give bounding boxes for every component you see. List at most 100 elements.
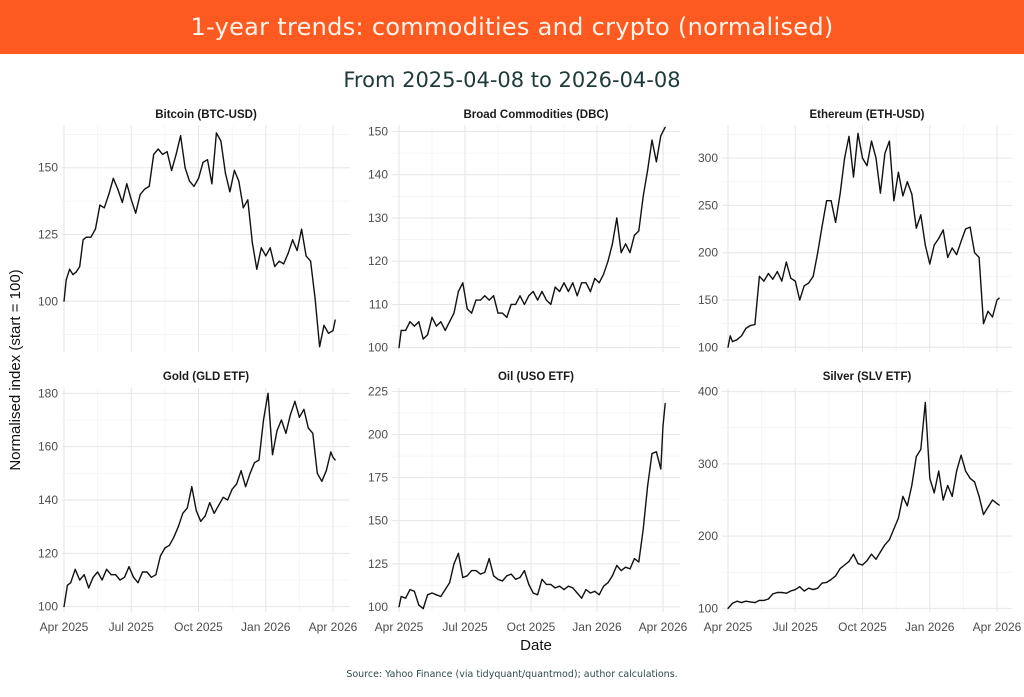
data-point: [965, 470, 967, 472]
data-point: [960, 454, 962, 456]
data-point: [283, 263, 285, 265]
data-point: [168, 544, 170, 546]
data-point: [598, 594, 600, 596]
data-point: [620, 252, 622, 254]
data-point: [298, 416, 300, 418]
data-point: [572, 282, 574, 284]
data-point: [240, 470, 242, 472]
data-point: [969, 477, 971, 479]
y-tick-label: 200: [698, 529, 718, 543]
data-point: [497, 578, 499, 580]
title-banner: 1-year trends: commodities and crypto (n…: [0, 0, 1024, 54]
data-point: [101, 579, 103, 581]
data-point: [848, 135, 850, 137]
data-point: [301, 228, 303, 230]
data-point: [857, 563, 859, 565]
data-point: [177, 526, 179, 528]
y-tick-label: 100: [368, 341, 388, 355]
data-point: [112, 177, 114, 179]
data-point: [763, 599, 765, 601]
data-point: [785, 261, 787, 263]
data-point: [319, 346, 321, 348]
data-point: [466, 575, 468, 577]
data-point: [956, 254, 958, 256]
data-point: [803, 590, 805, 592]
y-tick-label: 130: [368, 211, 388, 225]
data-point: [422, 608, 424, 610]
data-point: [238, 180, 240, 182]
data-point: [262, 419, 265, 421]
data-point: [204, 515, 206, 517]
data-point: [139, 193, 141, 195]
data-point: [453, 312, 455, 314]
data-point: [148, 185, 150, 187]
data-point: [826, 200, 828, 202]
data-point: [532, 592, 534, 594]
data-point: [969, 226, 971, 228]
data-point: [929, 477, 931, 479]
data-point: [528, 583, 530, 585]
data-point: [951, 495, 953, 497]
x-tick-label: Apr 2025: [375, 620, 424, 634]
data-point: [835, 575, 837, 577]
data-point: [206, 159, 209, 161]
x-tick-label: Oct 2025: [507, 620, 556, 634]
y-tick-label: 125: [38, 227, 58, 241]
data-point: [790, 590, 792, 592]
data-point: [839, 568, 841, 570]
data-point: [162, 153, 164, 155]
data-point: [594, 277, 596, 280]
data-point: [897, 517, 900, 519]
data-point: [236, 483, 238, 485]
data-point: [510, 303, 512, 305]
data-point: [271, 454, 274, 456]
panel-title: Broad Commodities (DBC): [463, 109, 608, 121]
data-point: [398, 347, 400, 349]
x-tick-label: Oct 2025: [174, 620, 223, 634]
data-point: [274, 265, 276, 268]
data-point: [812, 589, 814, 591]
data-point: [413, 325, 415, 327]
data-point: [567, 585, 570, 587]
data-point: [215, 132, 217, 134]
data-point: [585, 589, 587, 591]
data-point: [405, 329, 407, 331]
data-point: [996, 299, 998, 301]
data-point: [94, 228, 96, 230]
data-point: [184, 167, 186, 169]
panel-title: Ethereum (ETH-USD): [809, 109, 924, 121]
data-point: [576, 592, 578, 594]
data-point: [731, 602, 734, 604]
x-axis-title: Date: [520, 637, 552, 654]
data-point: [157, 148, 159, 150]
data-point: [987, 310, 989, 312]
data-point: [625, 243, 627, 245]
data-point: [528, 295, 530, 297]
data-point: [638, 561, 640, 563]
data-point: [740, 602, 743, 604]
data-point: [857, 132, 859, 135]
data-point: [479, 573, 481, 575]
panel-1: 100 125 150 Bitcoin (BTC-USD): [38, 109, 350, 352]
data-point: [638, 230, 640, 232]
y-tick-label: 200: [698, 246, 718, 260]
data-point: [444, 329, 446, 331]
data-point: [938, 470, 940, 472]
data-point: [431, 592, 433, 594]
data-point: [902, 195, 904, 197]
data-point: [453, 563, 455, 565]
data-point: [166, 151, 168, 153]
data-point: [484, 295, 486, 297]
data-point: [211, 183, 213, 185]
x-tick-label: Apr 2026: [639, 620, 688, 634]
data-point: [314, 298, 316, 300]
data-point: [812, 275, 814, 277]
data-point: [799, 586, 801, 588]
data-point: [110, 574, 112, 576]
data-point: [292, 239, 294, 241]
data-point: [736, 339, 738, 341]
data-point: [202, 161, 204, 163]
data-point: [817, 252, 819, 254]
data-point: [276, 430, 278, 432]
data-point: [772, 593, 774, 595]
